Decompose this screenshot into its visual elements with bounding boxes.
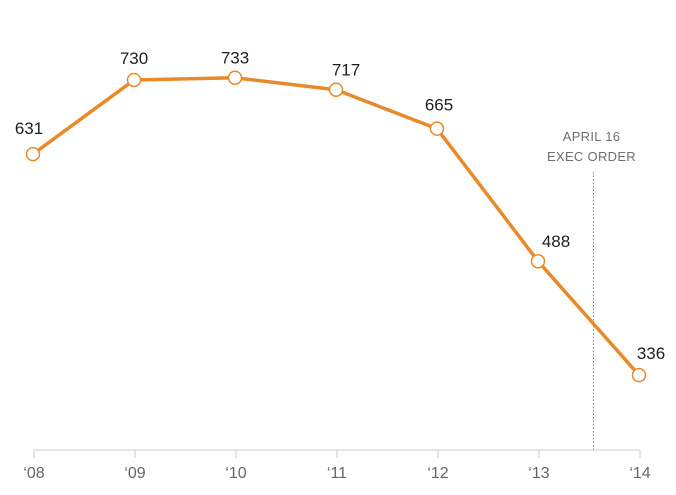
data-point-1 <box>126 72 142 88</box>
x-tick-label-5: ‘13 <box>528 465 549 482</box>
data-point-6 <box>631 367 647 383</box>
data-label-2: 733 <box>221 49 249 68</box>
data-label-3: 717 <box>332 61 360 80</box>
data-label-4: 665 <box>425 96 453 115</box>
data-label-5: 488 <box>542 232 570 251</box>
x-tick-label-1: ‘09 <box>124 465 145 482</box>
data-label-1: 730 <box>120 49 148 68</box>
data-point-5 <box>530 253 546 269</box>
x-tick-label-3: ‘11 <box>327 465 347 482</box>
series-line <box>31 75 641 377</box>
annotation-label-line2: EXEC ORDER <box>547 149 636 164</box>
x-tick-label-6: ‘14 <box>629 465 650 482</box>
x-tick-label-2: ‘10 <box>225 465 246 482</box>
data-point-2 <box>227 70 243 85</box>
x-tick-label-4: ‘12 <box>427 465 448 482</box>
data-label-0: 631 <box>15 119 43 138</box>
data-label-6: 336 <box>637 344 665 363</box>
annotation-label-line1: APRIL 16 <box>563 129 621 144</box>
data-point-4 <box>429 121 445 136</box>
data-point-3 <box>328 82 344 97</box>
x-tick-label-0: ‘08 <box>23 465 44 482</box>
data-point-0 <box>25 146 41 162</box>
